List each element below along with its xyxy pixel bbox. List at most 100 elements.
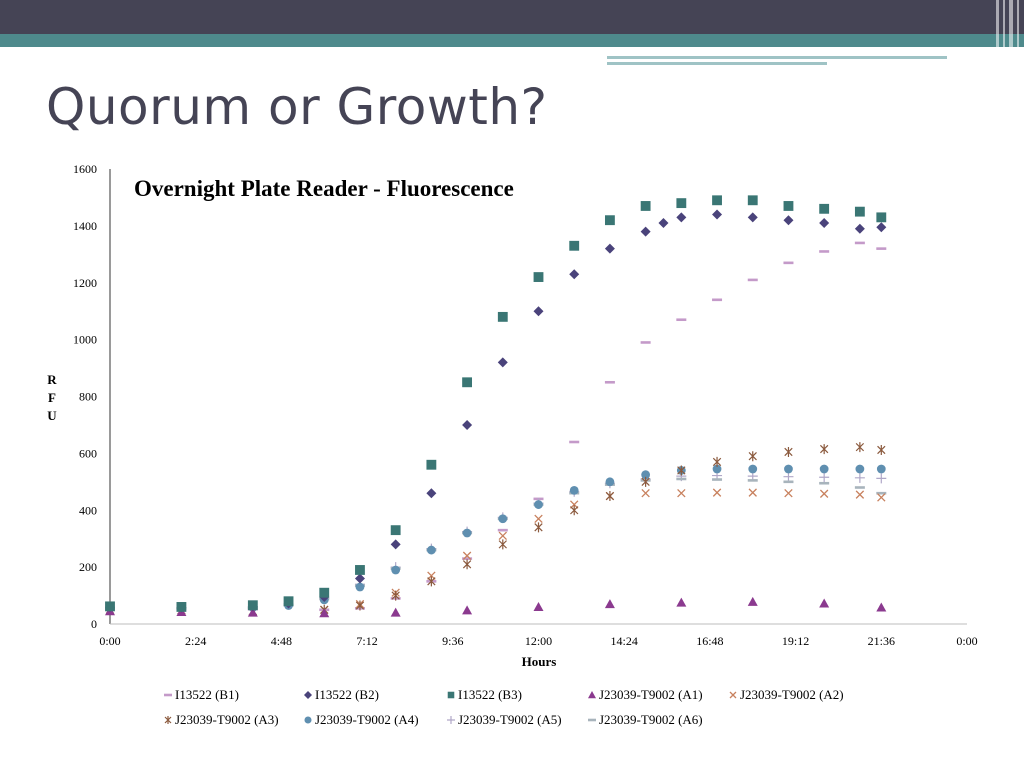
data-point — [462, 605, 473, 615]
data-point — [569, 240, 580, 251]
y-tick-label: 400 — [79, 503, 97, 517]
data-point — [498, 514, 508, 524]
x-tick-label: 12:00 — [525, 634, 552, 648]
series-6 — [105, 442, 886, 617]
data-point — [462, 528, 472, 538]
data-point — [854, 472, 865, 483]
series-8 — [105, 470, 887, 614]
data-point — [729, 691, 737, 699]
data-point — [640, 201, 651, 211]
data-point — [462, 551, 472, 560]
data-point — [677, 488, 686, 498]
chart-marks — [105, 195, 887, 618]
accent-band — [0, 34, 1024, 47]
y-tick-label: 800 — [79, 390, 97, 404]
data-point — [462, 559, 472, 570]
legend-label: J23039-T9002 (A4) — [315, 712, 419, 727]
data-point — [355, 565, 365, 575]
y-axis-title-letter: R — [47, 372, 57, 387]
legend-label: I13522 (B1) — [175, 687, 239, 702]
data-point — [640, 226, 651, 237]
y-tick-label: 0 — [91, 617, 97, 631]
chart-labels: Overnight Plate Reader - Fluorescence Ho… — [47, 162, 977, 669]
chart-axes — [109, 169, 967, 625]
data-point — [605, 477, 615, 487]
data-point — [390, 525, 401, 536]
series-2 — [105, 209, 887, 613]
y-tick-label: 1400 — [73, 219, 97, 233]
legend-label: J23039-T9002 (A5) — [458, 712, 562, 727]
series-5 — [105, 488, 886, 616]
data-point — [533, 601, 544, 611]
data-point — [876, 473, 887, 484]
data-point — [677, 465, 686, 476]
fluorescence-chart: Overnight Plate Reader - Fluorescence Ho… — [47, 162, 977, 727]
slide-title: Quorum or Growth? — [46, 78, 548, 136]
series-9 — [105, 477, 887, 610]
data-point — [748, 488, 757, 497]
data-point — [447, 691, 455, 699]
data-point — [462, 419, 473, 430]
legend-label: I13522 (B3) — [458, 687, 522, 702]
series-1 — [105, 241, 887, 612]
data-point — [712, 464, 722, 474]
x-tick-label: 14:24 — [611, 634, 638, 648]
data-point — [569, 485, 579, 495]
data-point — [676, 198, 687, 209]
data-point — [390, 607, 401, 617]
data-point — [784, 446, 793, 457]
data-point — [304, 716, 312, 724]
corner-stripes — [990, 0, 1024, 70]
data-point — [176, 602, 187, 612]
data-point — [533, 306, 544, 317]
data-point — [462, 377, 473, 388]
y-tick-label: 600 — [79, 446, 97, 460]
data-point — [712, 488, 722, 497]
legend-entry: I13522 (B2) — [304, 687, 379, 702]
data-point — [534, 514, 543, 523]
legend-label: J23039-T9002 (A3) — [175, 712, 279, 727]
data-point — [784, 464, 793, 474]
data-point — [534, 500, 543, 509]
legend-label: J23039-T9002 (A1) — [599, 687, 703, 702]
data-point — [819, 464, 829, 474]
data-point — [641, 488, 650, 498]
data-point — [569, 269, 580, 280]
legend-entry: J23039-T9002 (A4) — [304, 712, 419, 727]
data-point — [426, 459, 437, 470]
data-point — [247, 607, 258, 617]
data-point — [391, 590, 400, 601]
data-point — [748, 451, 757, 462]
data-point — [676, 597, 687, 607]
data-point — [354, 573, 365, 584]
data-point — [588, 691, 596, 699]
legend-entry: J23039-T9002 (A1) — [588, 687, 703, 702]
data-point — [854, 223, 865, 234]
data-point — [447, 716, 455, 724]
data-point — [783, 215, 794, 226]
data-point — [604, 243, 615, 254]
data-point — [604, 215, 615, 226]
data-point — [877, 444, 886, 455]
series-3 — [105, 195, 887, 612]
legend-entry: J23039-T9002 (A3) — [164, 712, 279, 727]
chart-legend: I13522 (B1) I13522 (B2) I13522 (B3) J23039-… — [164, 687, 844, 727]
data-point — [319, 587, 330, 598]
data-point — [497, 311, 508, 322]
data-point — [876, 212, 887, 223]
data-point — [819, 598, 830, 608]
data-point — [819, 218, 830, 229]
y-tick-label: 200 — [79, 560, 97, 574]
x-tick-label: 9:36 — [442, 634, 463, 648]
data-point — [164, 716, 172, 724]
y-tick-label: 1600 — [73, 162, 97, 176]
data-point — [427, 576, 436, 587]
header-band — [0, 0, 1024, 34]
x-tick-label: 0:00 — [956, 634, 977, 648]
x-tick-label: 0:00 — [99, 634, 120, 648]
legend-label: I13522 (B2) — [315, 687, 379, 702]
data-point — [876, 602, 887, 612]
data-point — [876, 222, 887, 233]
data-point — [748, 464, 758, 474]
data-point — [819, 472, 830, 483]
